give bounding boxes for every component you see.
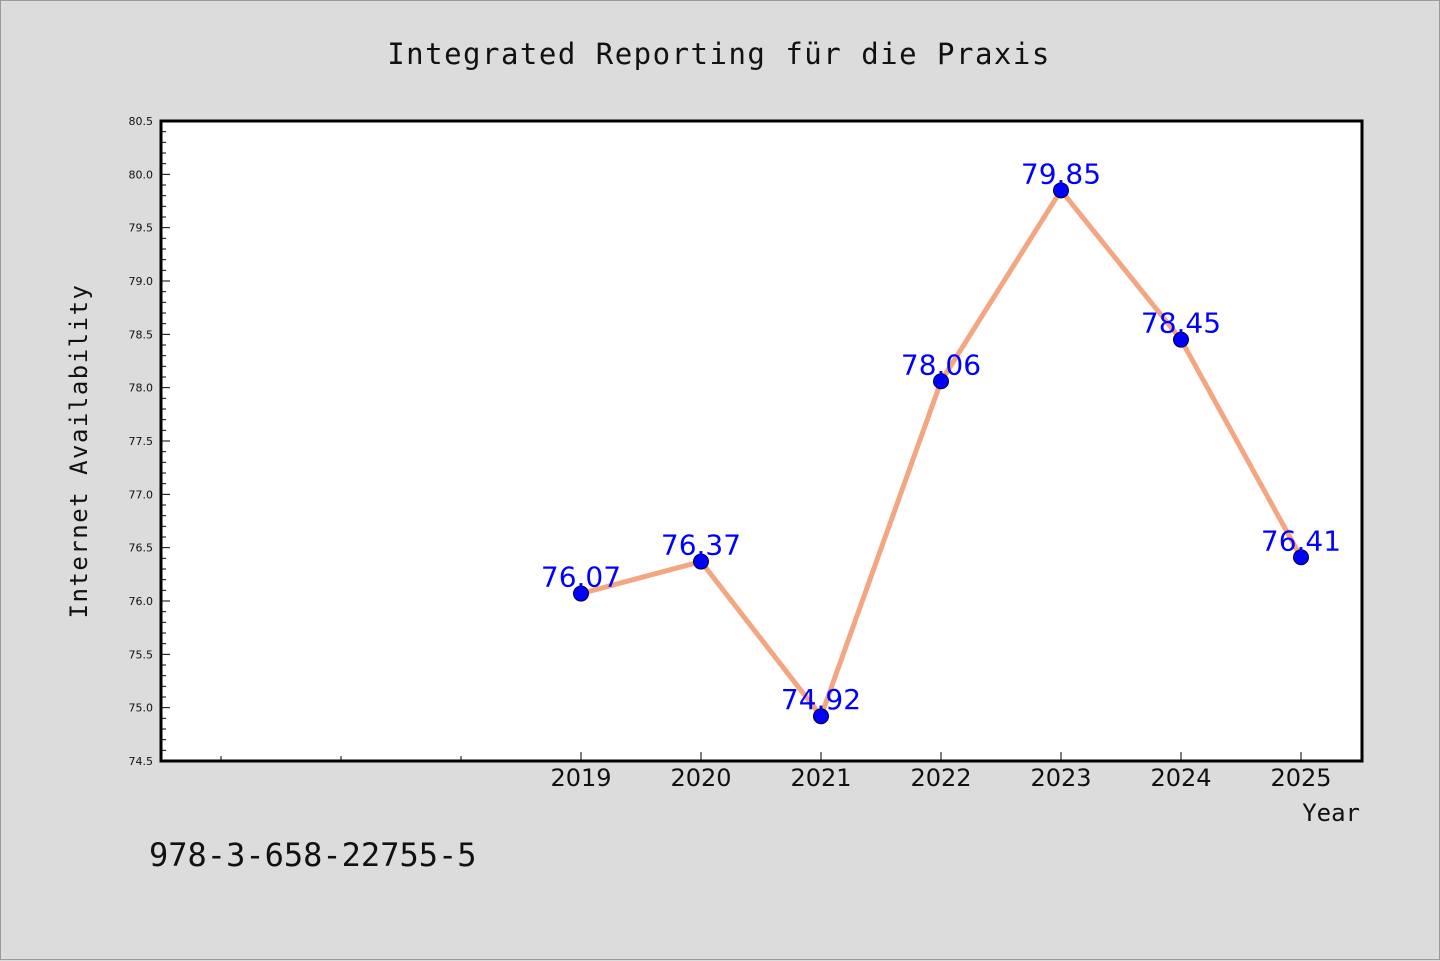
x-tick-label: 2019 — [550, 764, 611, 792]
x-axis-label: Year — [1302, 799, 1360, 827]
y-tick-label: 76.0 — [129, 595, 154, 608]
data-label: 76.07 — [541, 561, 621, 594]
y-axis: 74.5 75.0 75.5 76.0 76.5 77.0 77.5 78.0 78.5 79.0… — [129, 115, 170, 768]
data-label: 78.06 — [901, 348, 981, 381]
plot-area — [159, 119, 1364, 763]
y-axis-label: Internet Availability — [65, 284, 93, 619]
y-tick-label: 80.5 — [129, 115, 154, 128]
y-tick-label: 79.5 — [129, 222, 154, 235]
x-tick-label: 2021 — [790, 764, 851, 792]
series: 76.07 76.37 74.92 78.06 79.85 78.45 76.41 — [541, 157, 1341, 725]
x-axis: 2019 2020 2021 2022 2023 2024 2025 — [220, 752, 1332, 792]
x-tick-label: 2022 — [910, 764, 971, 792]
data-label: 76.41 — [1261, 524, 1341, 557]
data-point — [933, 373, 949, 390]
y-tick-label: 75.5 — [129, 648, 154, 661]
data-label: 79.85 — [1021, 157, 1101, 190]
chart-title: Integrated Reporting für die Praxis — [387, 37, 1051, 71]
y-tick-label: 77.5 — [129, 435, 154, 448]
y-tick-label: 80.0 — [129, 168, 154, 181]
data-label: 78.45 — [1141, 307, 1221, 340]
data-label: 76.37 — [661, 529, 741, 562]
y-tick-label: 78.5 — [129, 328, 154, 341]
y-tick-label: 77.0 — [129, 488, 154, 501]
data-point — [693, 553, 709, 570]
y-tick-label: 76.5 — [129, 542, 154, 555]
y-tick-label: 75.0 — [129, 702, 154, 715]
data-point — [573, 585, 589, 602]
data-point — [1053, 182, 1069, 199]
x-tick-label: 2025 — [1270, 764, 1331, 792]
data-point — [813, 708, 829, 725]
data-point — [1293, 549, 1309, 566]
data-label: 74.92 — [781, 683, 861, 716]
footer-isbn: 978-3-658-22755-5 — [149, 836, 477, 874]
x-tick-label: 2020 — [670, 764, 731, 792]
y-tick-label: 78.0 — [129, 382, 154, 395]
data-point — [1173, 331, 1189, 348]
x-tick-label: 2023 — [1030, 764, 1091, 792]
y-tick-label: 74.5 — [129, 755, 154, 768]
x-tick-label: 2024 — [1150, 764, 1211, 792]
y-tick-label: 79.0 — [129, 275, 154, 288]
